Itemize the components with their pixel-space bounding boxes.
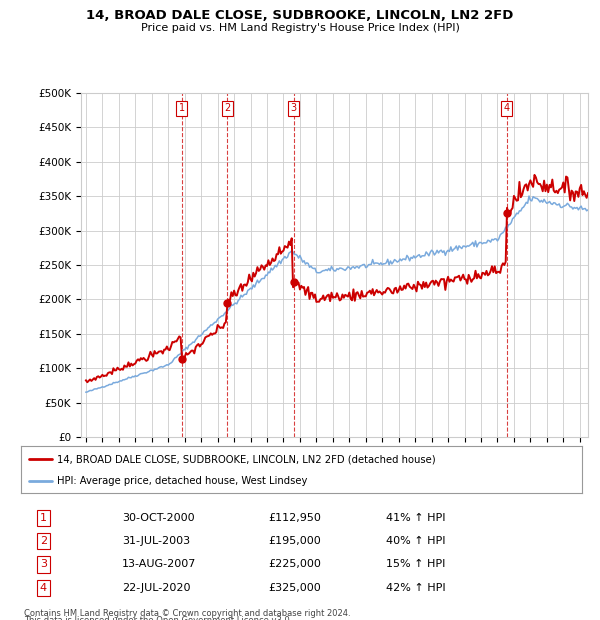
Text: 40% ↑ HPI: 40% ↑ HPI [386, 536, 445, 546]
Text: 2: 2 [40, 536, 47, 546]
Text: HPI: Average price, detached house, West Lindsey: HPI: Average price, detached house, West… [58, 476, 308, 486]
Text: 3: 3 [290, 103, 297, 113]
Text: 30-OCT-2000: 30-OCT-2000 [122, 513, 194, 523]
Text: 41% ↑ HPI: 41% ↑ HPI [386, 513, 445, 523]
Text: Price paid vs. HM Land Registry's House Price Index (HPI): Price paid vs. HM Land Registry's House … [140, 23, 460, 33]
Text: 31-JUL-2003: 31-JUL-2003 [122, 536, 190, 546]
Text: 1: 1 [40, 513, 47, 523]
Text: This data is licensed under the Open Government Licence v3.0.: This data is licensed under the Open Gov… [24, 616, 292, 620]
Text: £325,000: £325,000 [268, 583, 320, 593]
Text: 22-JUL-2020: 22-JUL-2020 [122, 583, 190, 593]
Text: 13-AUG-2007: 13-AUG-2007 [122, 559, 196, 569]
Text: 42% ↑ HPI: 42% ↑ HPI [386, 583, 445, 593]
Text: 15% ↑ HPI: 15% ↑ HPI [386, 559, 445, 569]
Text: 14, BROAD DALE CLOSE, SUDBROOKE, LINCOLN, LN2 2FD (detached house): 14, BROAD DALE CLOSE, SUDBROOKE, LINCOLN… [58, 454, 436, 464]
Text: £225,000: £225,000 [268, 559, 321, 569]
Text: 2: 2 [224, 103, 230, 113]
Text: Contains HM Land Registry data © Crown copyright and database right 2024.: Contains HM Land Registry data © Crown c… [24, 609, 350, 618]
Text: £195,000: £195,000 [268, 536, 320, 546]
Text: 4: 4 [40, 583, 47, 593]
Text: £112,950: £112,950 [268, 513, 321, 523]
Text: 4: 4 [503, 103, 509, 113]
Text: 14, BROAD DALE CLOSE, SUDBROOKE, LINCOLN, LN2 2FD: 14, BROAD DALE CLOSE, SUDBROOKE, LINCOLN… [86, 9, 514, 22]
Text: 3: 3 [40, 559, 47, 569]
Text: 1: 1 [179, 103, 185, 113]
